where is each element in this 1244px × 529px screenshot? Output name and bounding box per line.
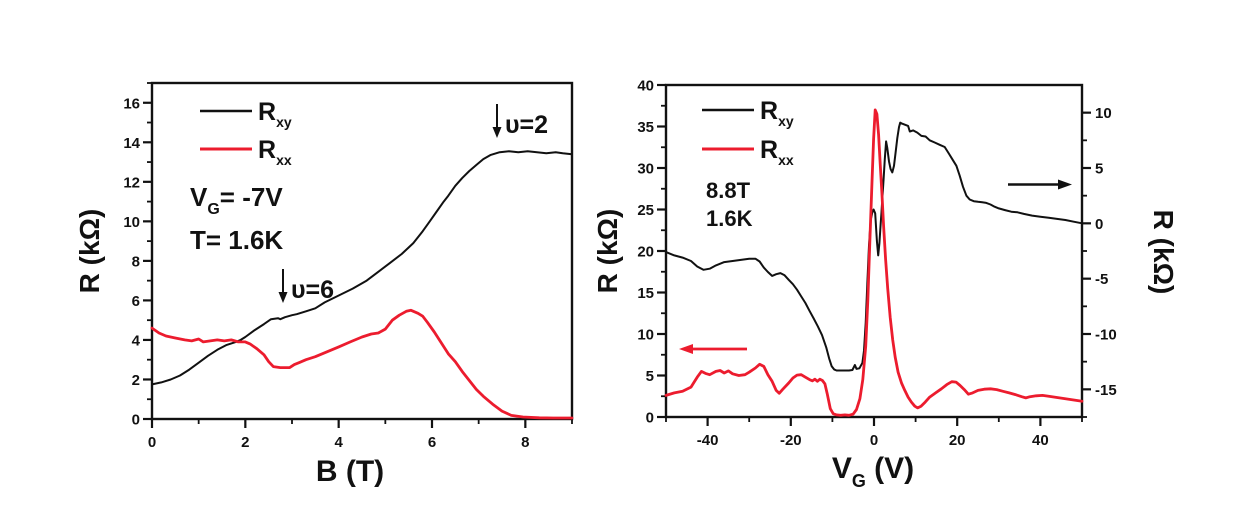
nu6-label: υ=6 — [291, 276, 334, 304]
legend-label-rxy: Rxy — [258, 98, 292, 130]
nu2-marker: υ=2 — [492, 104, 548, 139]
x-tick-label: -40 — [697, 432, 719, 449]
temperature-annotation: T= 1.6K — [190, 225, 283, 255]
right-arrowhead-icon — [1058, 179, 1072, 190]
y-tick-label: 0 — [132, 412, 140, 429]
y-tick-label: 16 — [123, 95, 140, 112]
rxy-right-axis-arrow — [1008, 179, 1072, 190]
nu6-marker: υ=6 — [278, 269, 334, 304]
left-arrowhead-icon — [679, 344, 693, 354]
curve-r_xx — [664, 108, 1084, 417]
right-plot: -40 -20 0 20 40 0 5 10 15 20 25 30 35 40 10 5 0 -5 -10 -1… — [592, 78, 1179, 492]
y-tick-label: 8 — [132, 253, 140, 270]
right-plot-x-axis: -40 -20 0 20 40 — [665, 417, 1083, 449]
y-right-tick-label: 0 — [1095, 216, 1103, 233]
right-plot-x-axis-label: VG (V) — [832, 452, 914, 491]
down-arrowhead-icon — [278, 292, 288, 303]
temperature-annotation: 1.6K — [706, 206, 753, 231]
x-tick-label: 20 — [949, 432, 966, 449]
left-plot-x-axis-label: B (T) — [316, 455, 384, 488]
curve-r_xy — [665, 121, 1083, 372]
legend-label-rxx: Rxx — [760, 136, 794, 168]
y-tick-label: 5 — [646, 368, 654, 385]
y-tick-label: 10 — [637, 327, 654, 344]
gate-voltage-annotation: VG= -7V — [190, 182, 283, 218]
y-right-tick-label: 10 — [1095, 105, 1112, 122]
y-tick-label: 40 — [637, 78, 654, 95]
x-tick-label: 6 — [428, 434, 436, 451]
x-tick-label: 8 — [521, 434, 529, 451]
right-plot-legend: Rxy Rxx — [702, 97, 794, 168]
y-tick-label: 6 — [132, 293, 140, 310]
y-right-tick-label: -5 — [1095, 271, 1108, 288]
y-tick-label: 30 — [637, 161, 654, 178]
y-tick-label: 4 — [132, 332, 141, 349]
y-tick-label: 10 — [123, 214, 140, 231]
y-tick-label: 0 — [646, 410, 654, 427]
y-tick-label: 25 — [637, 202, 654, 219]
rxx-left-axis-arrow — [679, 344, 747, 354]
left-plot-legend: Rxy Rxx — [200, 98, 292, 168]
left-plot: 0 2 4 6 8 0 2 4 6 8 10 12 14 16 R (kΩ) B (T) Rxy Rxx… — [74, 81, 574, 488]
left-plot-curves — [150, 150, 574, 420]
x-tick-label: 40 — [1032, 432, 1049, 449]
x-tick-label: 2 — [241, 434, 249, 451]
x-tick-label: 4 — [334, 434, 343, 451]
curve-r_xy — [151, 150, 573, 386]
y-tick-label: 12 — [123, 174, 140, 191]
y-tick-label: 2 — [132, 372, 140, 389]
y-tick-label: 14 — [123, 135, 140, 152]
right-plot-right-y-axis: 10 5 0 -5 -10 -15 — [1082, 105, 1117, 418]
right-plot-left-y-axis-label: R (kΩ) — [592, 209, 623, 294]
left-plot-frame — [150, 81, 574, 421]
legend-label-rxy: Rxy — [760, 97, 794, 129]
curve-r_xx — [150, 308, 574, 420]
legend-label-rxx: Rxx — [258, 136, 292, 168]
y-right-tick-label: -15 — [1095, 382, 1117, 399]
nu2-label: υ=2 — [505, 111, 548, 139]
right-plot-curves — [664, 108, 1084, 417]
y-tick-label: 20 — [637, 244, 654, 261]
down-arrowhead-icon — [492, 127, 502, 138]
x-tick-label: 0 — [870, 432, 878, 449]
y-right-tick-label: 5 — [1095, 161, 1103, 178]
left-plot-x-axis: 0 2 4 6 8 — [148, 419, 573, 451]
y-right-tick-label: -10 — [1095, 327, 1117, 344]
y-tick-label: 15 — [637, 285, 654, 302]
left-plot-y-axis: 0 2 4 6 8 10 12 14 16 — [123, 82, 152, 429]
field-annotation: 8.8T — [706, 178, 751, 203]
x-tick-label: -20 — [780, 432, 802, 449]
left-plot-y-axis-label: R (kΩ) — [74, 209, 105, 294]
y-tick-label: 35 — [637, 119, 654, 136]
x-tick-label: 0 — [148, 434, 156, 451]
right-plot-right-y-axis-label: R (kΩ) — [1148, 210, 1179, 295]
right-plot-left-y-axis: 0 5 10 15 20 25 30 35 40 — [637, 78, 666, 427]
